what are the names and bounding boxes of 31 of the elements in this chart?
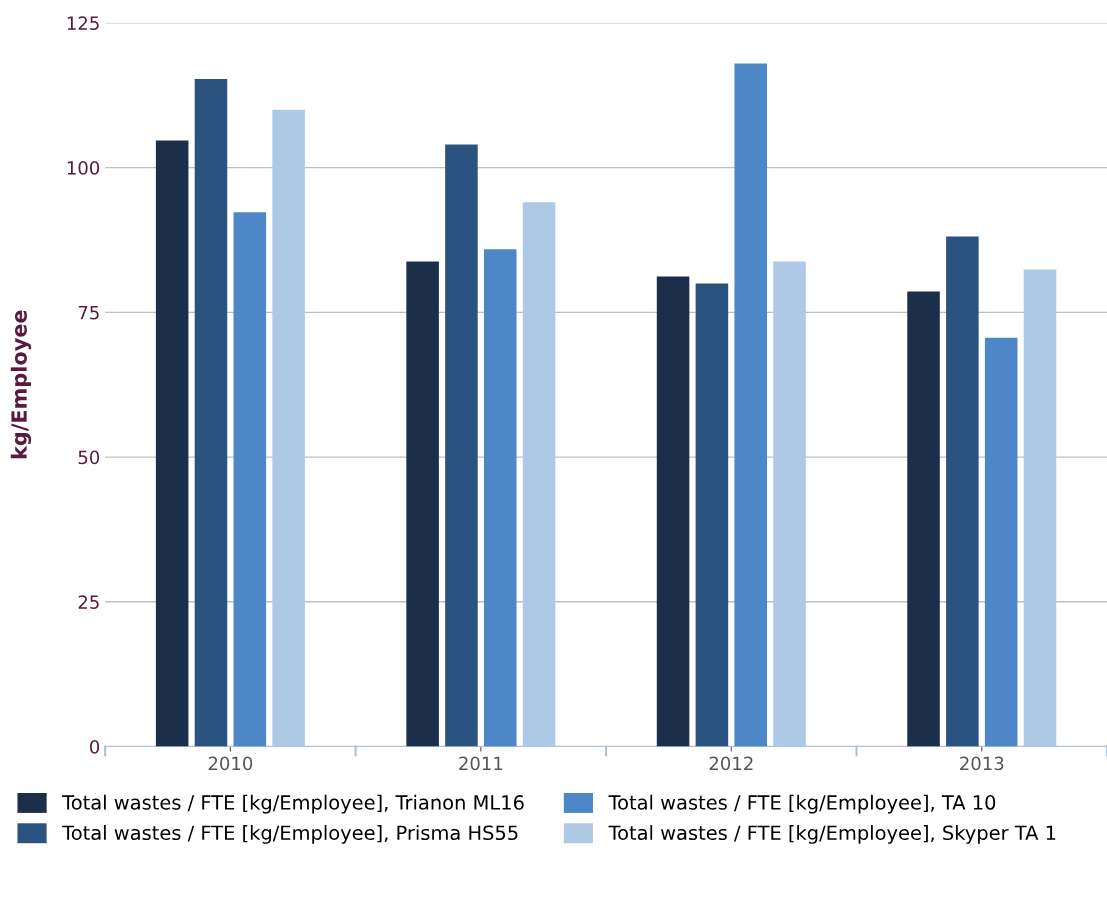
x-tick-label: 2013 (960, 756, 1004, 771)
bar (522, 202, 556, 747)
bar (773, 261, 806, 747)
legend-label: Total wastes / FTE [kg/Employee], Prisma HS55 (62, 825, 518, 844)
x-tick-label: 2011 (459, 756, 503, 771)
y-tick-label: 25 (78, 595, 99, 609)
bar (483, 249, 517, 747)
y-tick-label: 100 (67, 161, 100, 175)
x-tick-label: 2010 (208, 756, 253, 771)
y-tick-label: 75 (78, 306, 99, 320)
bar (233, 212, 267, 747)
bar (406, 261, 439, 747)
bar (946, 236, 979, 747)
bar (194, 79, 228, 747)
y-tick-label: 50 (78, 450, 100, 465)
bar (984, 337, 1018, 747)
bar (272, 109, 305, 747)
y-axis-title: kg/Employee (10, 310, 32, 459)
bar (695, 283, 729, 747)
y-tick-label: 0 (90, 740, 100, 754)
bar (1023, 269, 1057, 747)
legend-label: Total wastes / FTE [kg/Employee], Trianon ML16 (62, 794, 524, 814)
bar (907, 291, 940, 747)
x-tick-label: 2012 (709, 756, 753, 771)
bar (656, 276, 690, 747)
y-tick-label: 125 (67, 16, 99, 31)
bar (734, 63, 767, 747)
legend-label: Total wastes / FTE [kg/Employee], Skyper TA 1 (608, 825, 1056, 844)
legend-label: Total wastes / FTE [kg/Employee], TA 10 (608, 794, 996, 814)
bar (445, 144, 478, 747)
bar (155, 140, 189, 747)
